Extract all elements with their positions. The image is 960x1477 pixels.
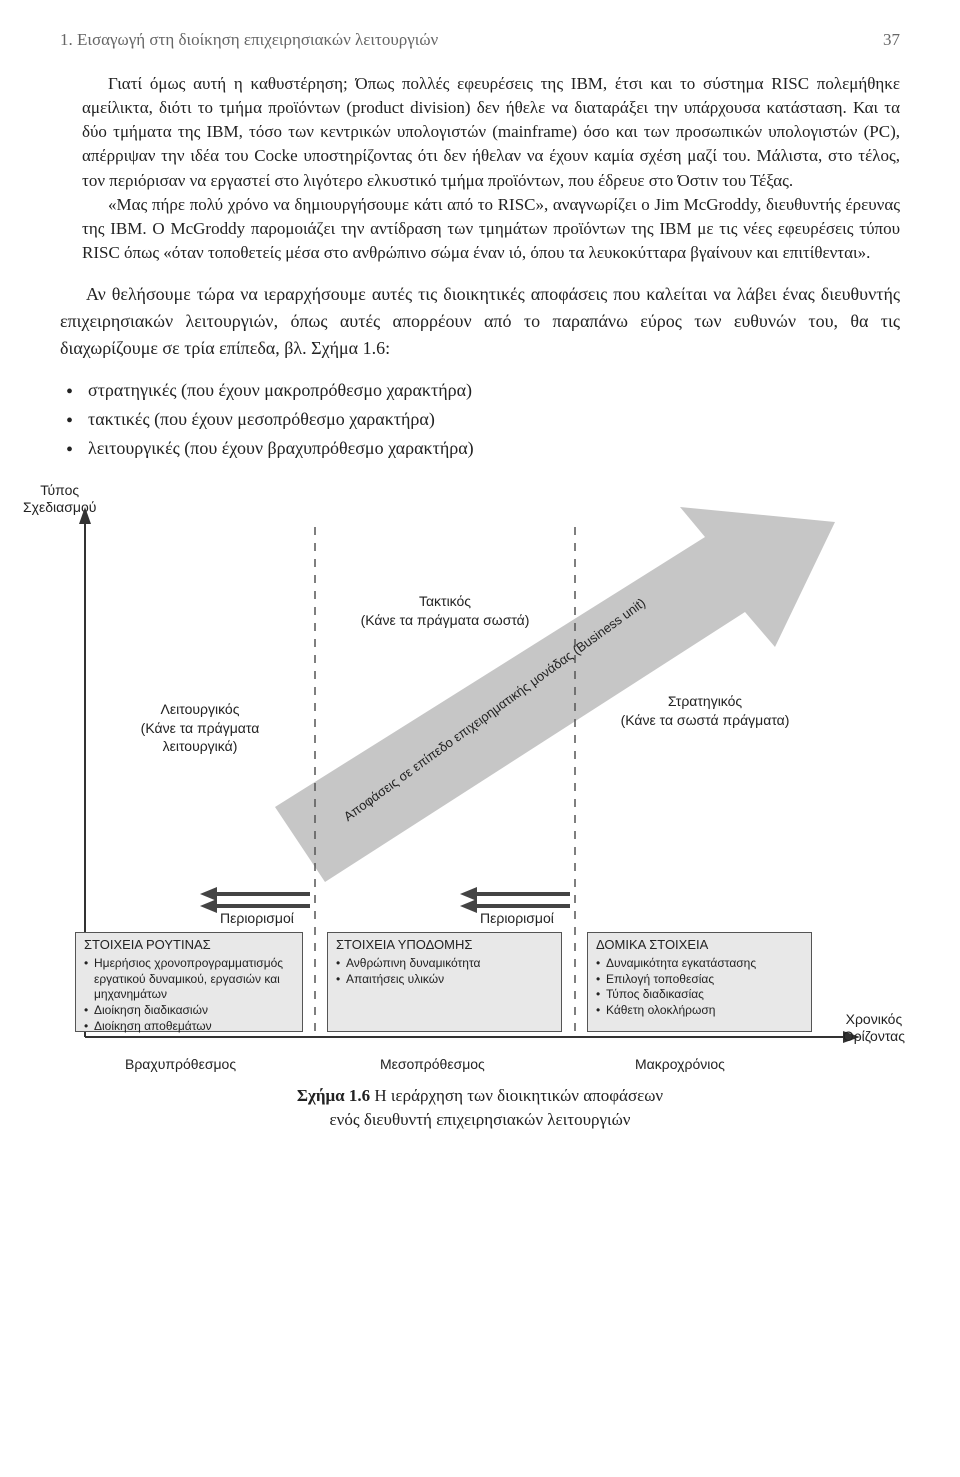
list-item: Ημερήσιος χρονοπρογραμματισμός εργατικού… (84, 956, 294, 1003)
timeline-label-mid: Μεσοπρόθεσμος (380, 1056, 485, 1072)
y-axis-arrowhead (79, 507, 91, 524)
list-item: Διοίκηση αποθεμάτων (84, 1019, 294, 1035)
quoted-block: Γιατί όμως αυτή η καθυστέρηση; Όπως πολλ… (82, 72, 900, 265)
infrastructure-elements-box: ΣΤΟΙΧΕΙΑ ΥΠΟΔΟΜΗΣ Ανθρώπινη δυναμικότητα… (327, 932, 562, 1032)
page-number: 37 (883, 30, 900, 50)
region-label-strategic: Στρατηγικός (Κάνε τα σωστά πράγματα) (595, 692, 815, 728)
list-item: τακτικές (που έχουν μεσοπρόθεσμο χαρακτή… (66, 405, 900, 434)
list-item: λειτουργικές (που έχουν βραχυπρόθεσμο χα… (66, 434, 900, 463)
list-item: Δυναμικότητα εγκατάστασης (596, 956, 803, 972)
paragraph: Αν θελήσουμε τώρα να ιεραρχήσουμε αυτές … (60, 281, 900, 362)
list-item: Τύπος διαδικασίας (596, 987, 803, 1003)
structural-elements-box: ΔΟΜΙΚΑ ΣΤΟΙΧΕΙΑ Δυναμικότητα εγκατάσταση… (587, 932, 812, 1032)
bullet-list: στρατηγικές (που έχουν μακροπρόθεσμο χαρ… (66, 376, 900, 462)
routine-elements-box: ΣΤΟΙΧΕΙΑ ΡΟΥΤΙΝΑΣ Ημερήσιος χρονοπρογραμ… (75, 932, 303, 1032)
timeline-label-long: Μακροχρόνιος (635, 1056, 725, 1072)
list-item: Διοίκηση διαδικασιών (84, 1003, 294, 1019)
list-item: Απαιτήσεις υλικών (336, 972, 553, 988)
list-item: Κάθετη ολοκλήρωση (596, 1003, 803, 1019)
decision-hierarchy-diagram: Τύπος Σχεδιασμού (65, 482, 895, 1072)
figure-caption: Σχήμα 1.6 Η ιεράρχηση των διοικητικών απ… (60, 1084, 900, 1132)
list-item: Επιλογή τοποθεσίας (596, 972, 803, 988)
paragraph: Γιατί όμως αυτή η καθυστέρηση; Όπως πολλ… (82, 72, 900, 193)
x-axis-label: Χρονικός Ορίζοντας (843, 1011, 905, 1045)
constraint-label: Περιορισμοί (220, 910, 294, 926)
region-label-operational: Λειτουργικός (Κάνε τα πράγματα λειτουργι… (110, 700, 290, 755)
chapter-title: 1. Εισαγωγή στη διοίκηση επιχειρησιακών … (60, 30, 438, 50)
region-label-tactical: Τακτικός (Κάνε τα πράγματα σωστά) (335, 592, 555, 628)
list-item: Ανθρώπινη δυναμικότητα (336, 956, 553, 972)
list-item: στρατηγικές (που έχουν μακροπρόθεσμο χαρ… (66, 376, 900, 405)
timeline-label-short: Βραχυπρόθεσμος (125, 1056, 236, 1072)
paragraph: «Μας πήρε πολύ χρόνο να δημιουργήσουμε κ… (82, 193, 900, 265)
constraint-label: Περιορισμοί (480, 910, 554, 926)
page-header: 1. Εισαγωγή στη διοίκηση επιχειρησιακών … (60, 30, 900, 50)
